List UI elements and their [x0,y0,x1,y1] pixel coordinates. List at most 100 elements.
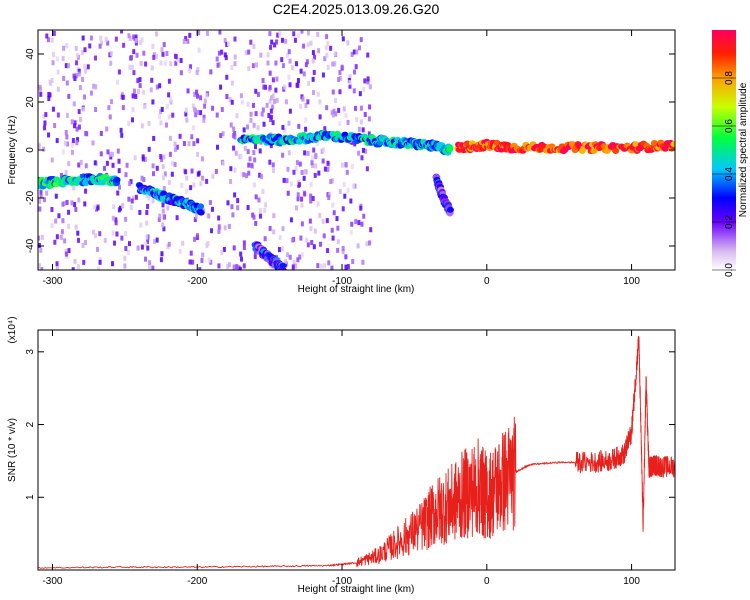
colorbar-gradient [712,30,736,270]
spectrogram-noise-cell [340,162,344,168]
spectrogram-noise-cell [193,236,197,242]
spectrogram-noise-cell [175,57,179,63]
spectrogram-noise-cell [65,200,69,206]
spectrogram-noise-cell [118,205,122,211]
spectrogram-noise-cell [351,258,355,264]
spectrogram-noise-cell [271,77,275,83]
spectrogram-noise-cell [368,240,372,246]
spectrogram-noise-cell [341,206,345,212]
spectrogram-noise-cell [246,124,250,130]
spectrogram-noise-cell [152,135,156,141]
spectrogram-noise-cell [122,42,126,48]
spectrogram-noise-cell [195,93,199,99]
spectrogram-noise-cell [359,37,363,43]
spectrogram-noise-cell [194,213,198,219]
spectrogram-noise-cell [246,101,250,107]
spectrogram-noise-cell [232,245,236,251]
spectrogram-noise-cell [123,263,127,269]
spectrogram-noise-cell [96,205,100,211]
spectrogram-noise-cell [136,78,140,84]
spectrogram-noise-cell [284,99,288,105]
spectrogram-noise-cell [302,71,306,77]
spectrogram-noise-cell [84,163,88,169]
spectrogram-noise-cell [239,93,243,99]
spectrogram-noise-cell [342,181,346,187]
spectrogram-noise-cell [97,266,101,270]
spectrogram-noise-cell [232,133,236,139]
spectrogram-noise-cell [64,248,68,254]
spectrogram-noise-cell [236,205,240,211]
spectrogram-noise-cell [162,214,166,220]
spectrogram-noise-cell [238,266,242,270]
spectrogram-noise-cell [344,254,348,260]
spectrogram-noise-cell [220,249,224,255]
spectrogram-noise-cell [227,41,231,47]
spectrogram-noise-cell [160,251,164,257]
colorbar: 0.0 0.2 0.4 0.6 0.8 Normalized spectral ampl… [712,30,749,277]
spectrogram-noise-cell [67,248,71,254]
spectrogram-noise-cell [196,171,200,177]
spectrogram-noise-cell [352,88,356,94]
spectrogram-noise-cell [254,88,258,94]
spectrogram-noise-cell [77,237,81,243]
spectrogram-noise-cell [48,79,52,85]
spectrogram-noise-cell [369,227,373,233]
spectrogram-noise-cell [353,141,357,147]
spectrogram-noise-cell [188,68,192,74]
spectrogram-noise-cell [349,229,353,235]
spectrogram-noise-cell [317,48,321,54]
spectrogram-noise-cell [341,36,345,42]
spectrogram-noise-cell [323,166,327,172]
spectrogram-noise-cell [271,93,275,99]
spectrogram-noise-cell [306,242,310,248]
spectrogram-noise-cell [357,126,361,132]
spectrogram-noise-cell [271,167,275,173]
spectrogram-noise-cell [271,162,275,168]
spectrogram-noise-cell [61,201,65,207]
spectrogram-noise-cell [148,260,152,266]
spectrogram-noise-cell [266,60,270,66]
spectrogram-noise-cell [229,122,233,128]
spectrogram-noise-cell [116,148,120,154]
spectrogram-noise-cell [360,221,364,227]
spectrogram-noise-cell [167,114,171,120]
spectrogram-noise-cell [262,121,266,127]
spectrogram-noise-cell [277,247,281,253]
spectrogram-noise-cell [151,163,155,169]
spectrogram-noise-cell [306,42,310,48]
spectrogram-noise-cell [303,169,307,175]
spectrogram-noise-cell [342,106,346,112]
spectrogram-noise-cell [362,86,366,92]
spectrogram-noise-cell [143,104,147,110]
spectrogram-noise-cell [131,107,135,113]
spectrogram-noise-cell [321,147,325,153]
spectrogram-noise-cell [338,69,342,75]
spectrogram-noise-cell [287,150,291,156]
spectrogram-noise-cell [81,242,85,248]
spectrogram-noise-cell [147,265,151,270]
spectrogram-noise-cell [233,36,237,42]
spectrogram-noise-cell [164,122,168,128]
spectrogram-noise-cell [348,74,352,80]
spectrogram-noise-cell [261,107,265,113]
spectrogram-noise-cell [293,37,297,43]
spectrogram-noise-cell [53,239,57,245]
spectrogram-noise-cell [215,144,219,150]
spectrogram-noise-cell [301,96,305,102]
spectrogram-noise-cell [219,133,223,139]
spectrogram-noise-cell [98,256,102,262]
spectrogram-noise-cell [189,250,193,256]
spectrogram-noise-cell [296,82,300,88]
spectrogram-noise-cell [211,173,215,179]
spectrogram-noise-cell [77,162,81,168]
spectrogram-noise-cell [275,97,279,103]
spectrogram-noise-cell [61,149,65,155]
spectrogram-noise-cell [239,256,243,262]
spectrogram-noise-cell [314,152,318,158]
spectrogram-noise-cell [242,172,246,178]
spectrogram-noise-cell [313,228,317,234]
spectrogram-noise-cell [309,40,313,46]
spectrogram-noise-cell [132,70,136,76]
spectrogram-noise-cell [272,213,276,219]
spectrogram-noise-cell [182,141,186,147]
